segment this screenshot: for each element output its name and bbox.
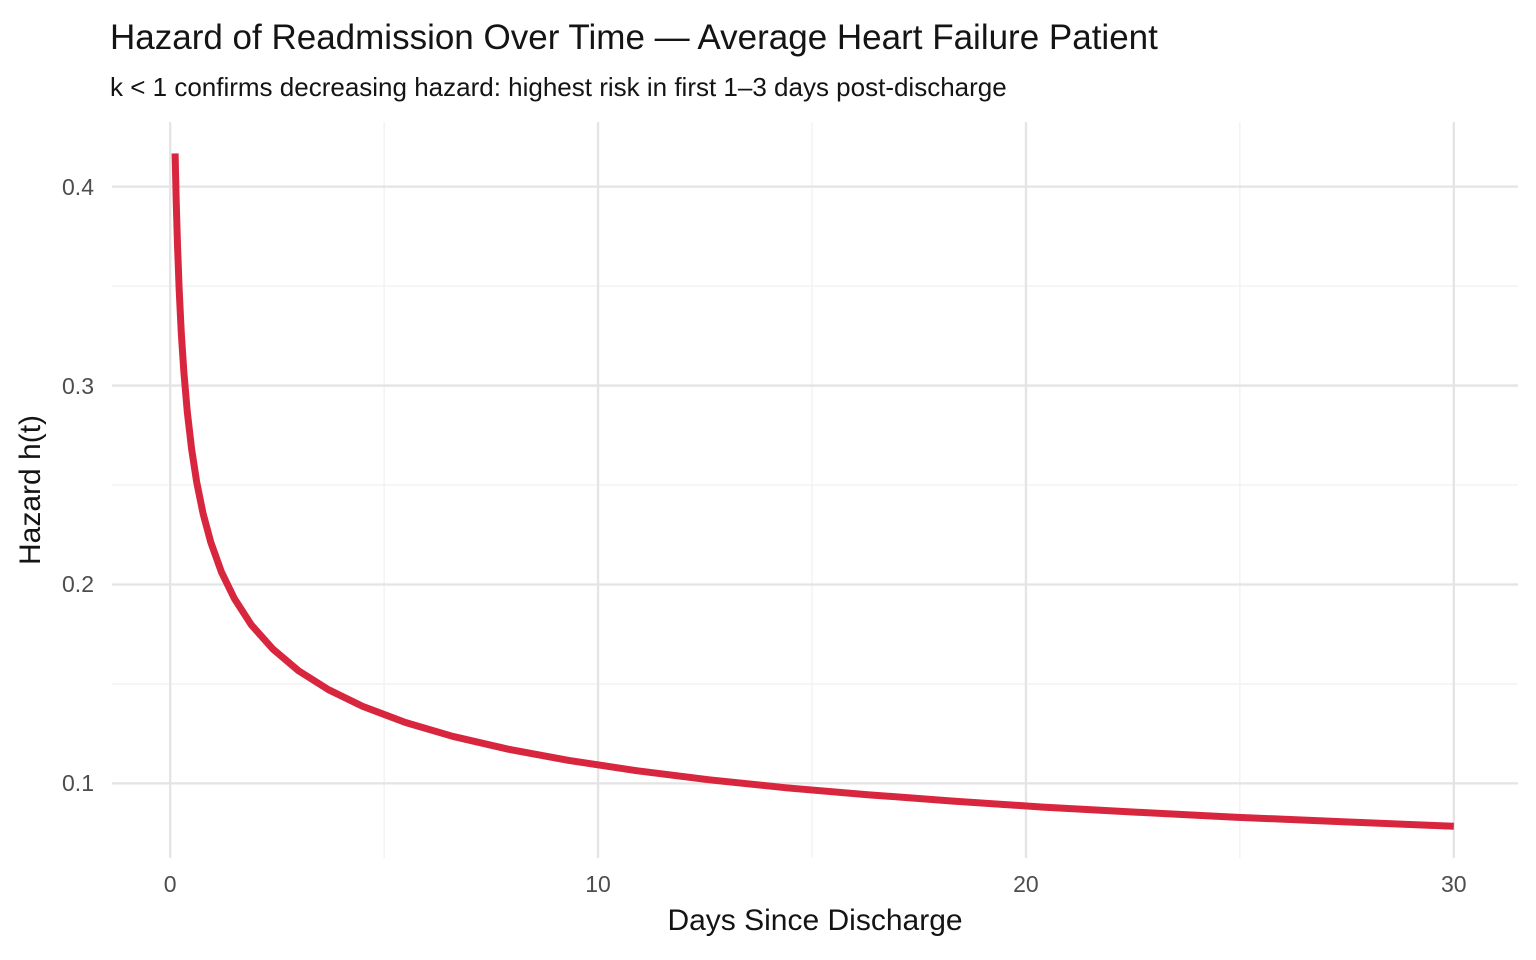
x-tick-label: 0 [163, 871, 177, 897]
y-tick-label: 0.3 [62, 372, 94, 399]
x-tick-label: 20 [1013, 871, 1039, 897]
x-tick-label: 30 [1441, 871, 1467, 897]
chart-title: Hazard of Readmission Over Time — Averag… [110, 18, 1158, 57]
chart-subtitle: k < 1 confirms decreasing hazard: highes… [110, 72, 1007, 102]
gridlines-major [112, 122, 1518, 858]
x-axis-title: Days Since Discharge [667, 904, 963, 937]
y-tick-label: 0.1 [62, 770, 94, 797]
hazard-curve-line [171, 153, 1454, 830]
y-tick-label: 0.4 [62, 173, 94, 200]
gridlines-minor [112, 122, 1518, 858]
x-tick-label: 10 [585, 871, 611, 897]
y-tick-label: 0.2 [62, 571, 94, 598]
y-axis-title: Hazard h(t) [14, 414, 47, 566]
